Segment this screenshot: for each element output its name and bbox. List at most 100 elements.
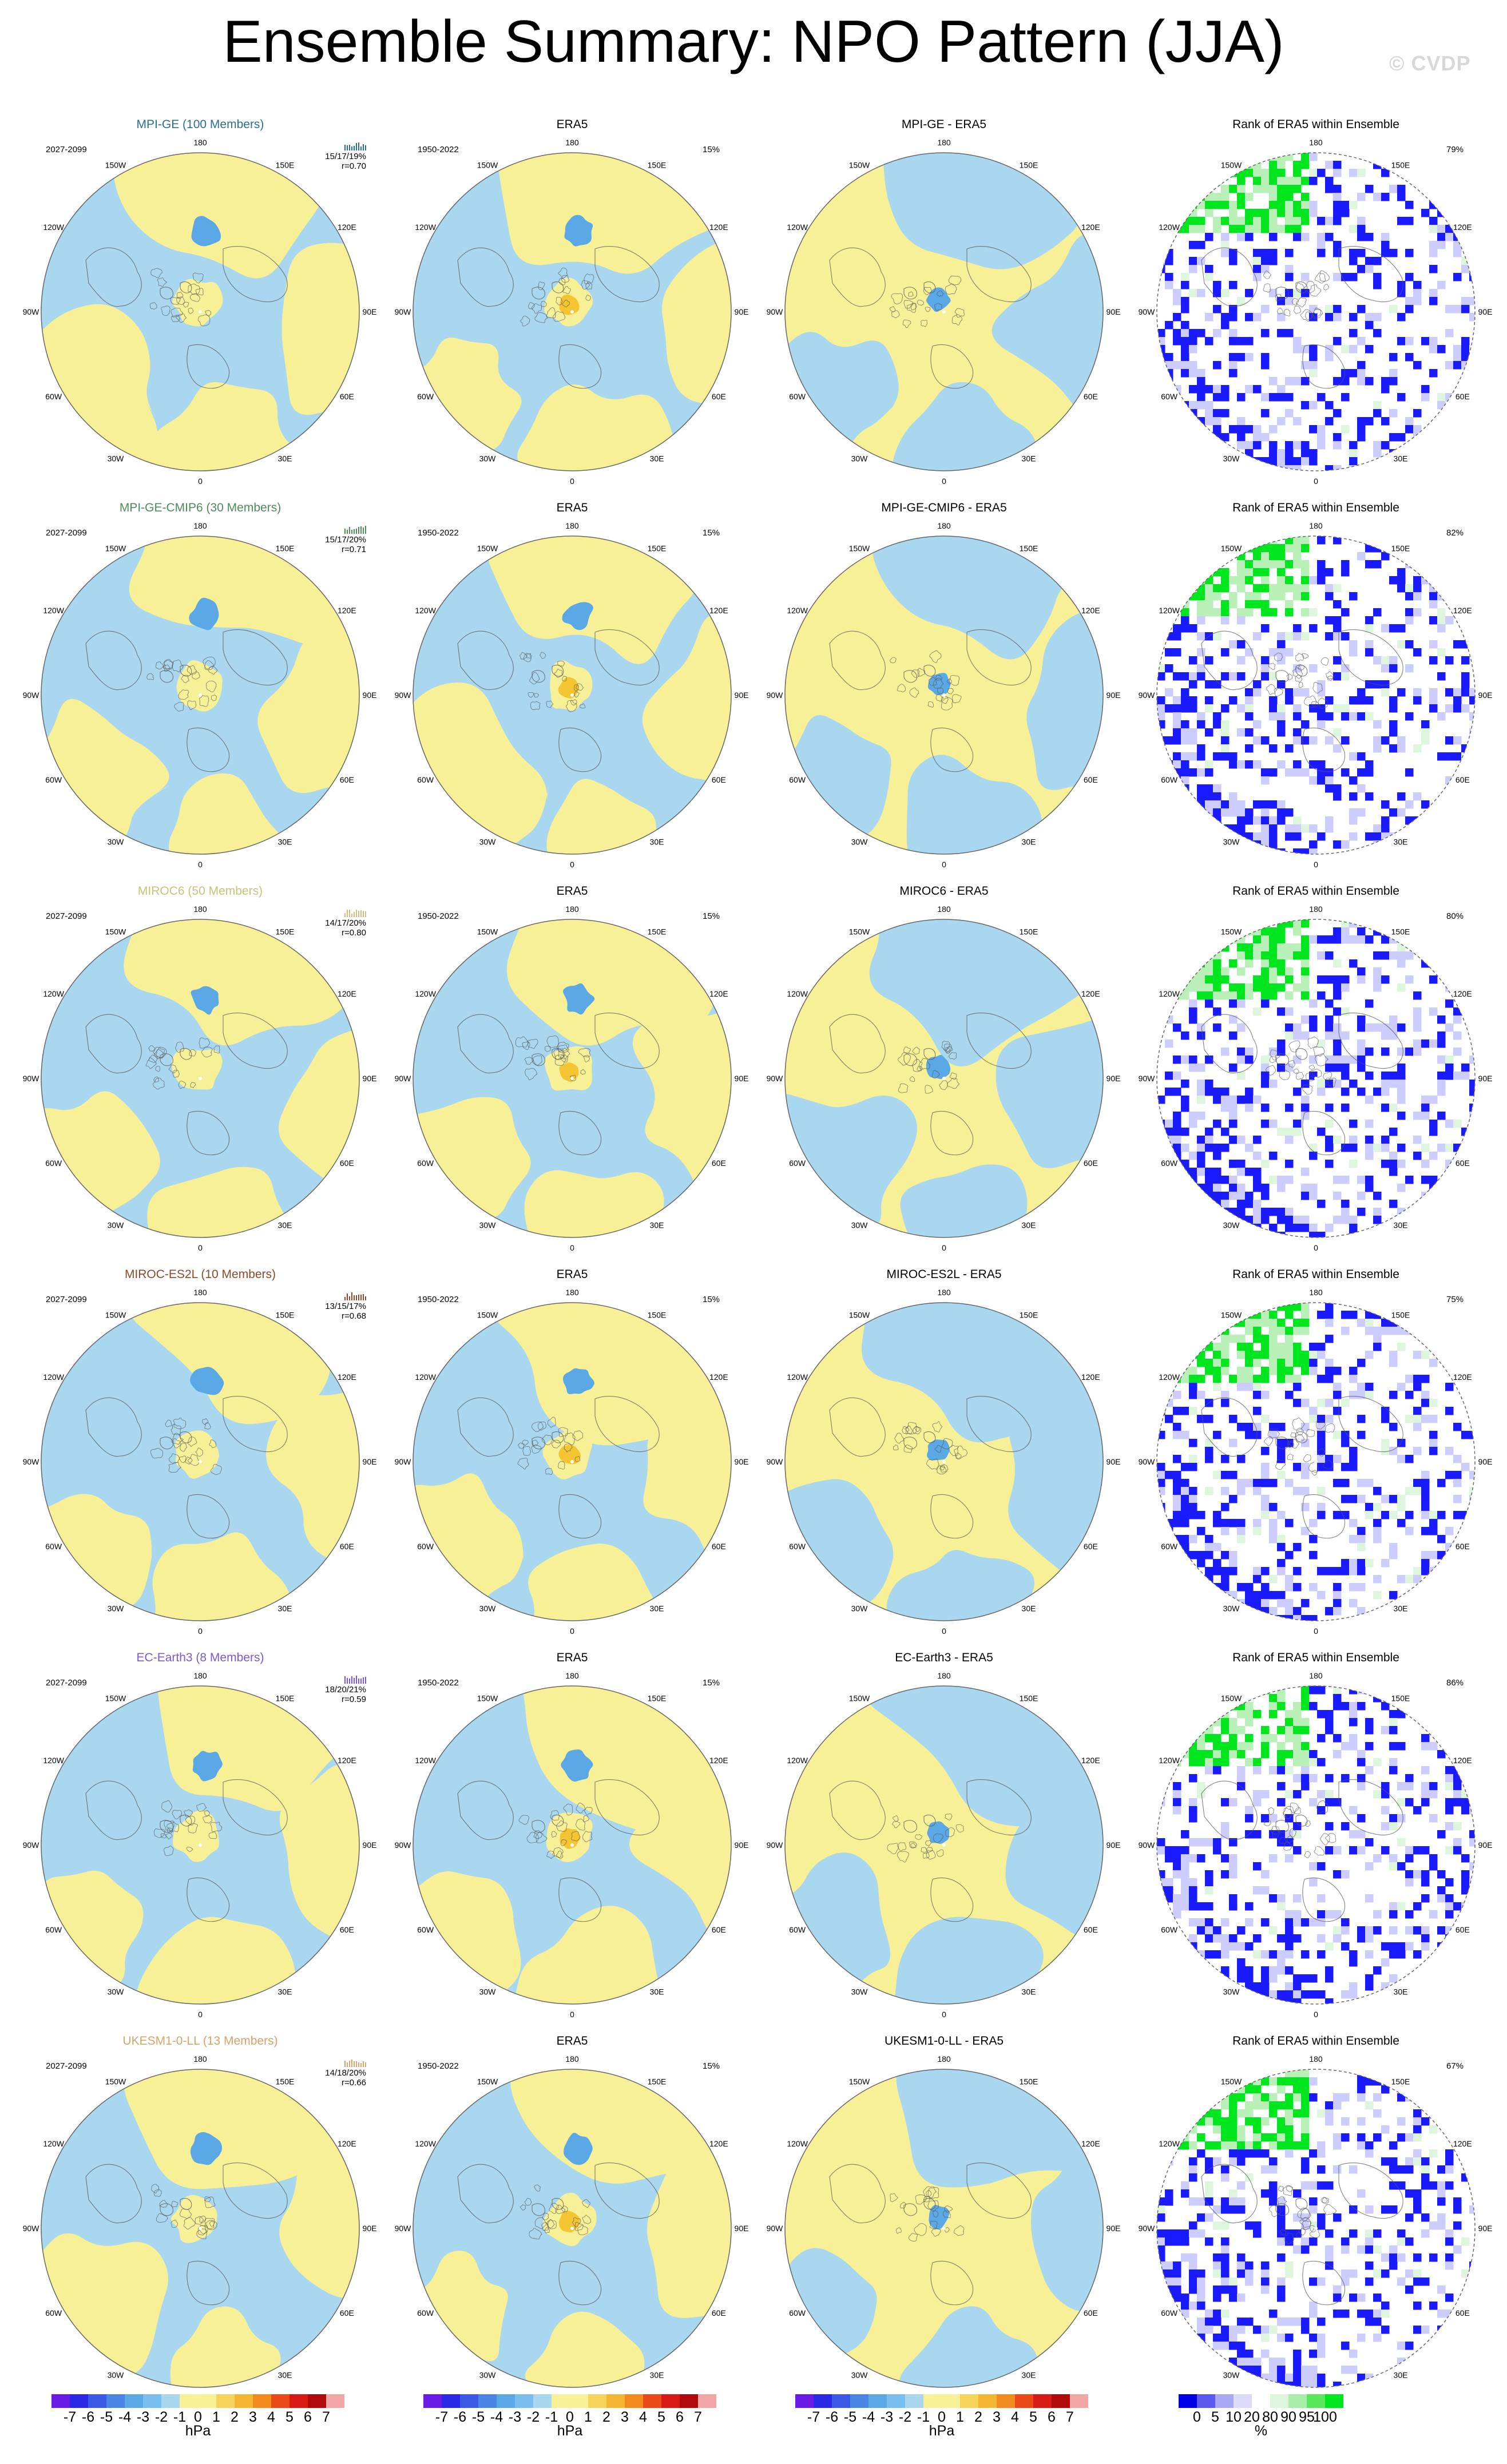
lon-label-150e: 150E <box>1391 161 1410 170</box>
lon-label-0: 0 <box>198 2010 203 2019</box>
rank-panel-3: 180 150E 120E 90E 60E 30E 0 30W 60W 90W 120W 150W Ra… <box>1133 1267 1499 1645</box>
lon-label-60e: 60E <box>712 775 726 784</box>
lon-label-150e: 150E <box>648 544 667 553</box>
lon-label-60e: 60E <box>340 2308 354 2318</box>
lon-label-180: 180 <box>565 904 579 914</box>
lon-label-30e: 30E <box>278 2370 292 2379</box>
tick-label: -5 <box>100 2409 113 2425</box>
member-spread-bars <box>309 526 366 534</box>
colorbar-rank-unit: % <box>1254 2423 1268 2439</box>
lon-label-30w: 30W <box>479 1987 497 1996</box>
diff-panel-5: 180150E120E90E60E30E030W60W90W120W150WUK… <box>761 2034 1127 2411</box>
lon-label-90e: 90E <box>1478 1840 1493 1850</box>
lon-label-0: 0 <box>1314 1243 1318 1252</box>
lon-label-90e: 90E <box>363 2224 377 2233</box>
lon-label-30e: 30E <box>650 454 664 463</box>
lon-label-120e: 120E <box>1453 606 1472 615</box>
lon-label-0: 0 <box>1314 1626 1318 1636</box>
lon-label-30w: 30W <box>108 2370 125 2379</box>
lon-label-120w: 120W <box>43 223 64 232</box>
lon-label-30w: 30W <box>851 1604 868 1613</box>
lon-label-30w: 30W <box>851 1987 868 1996</box>
tick-label: -6 <box>81 2409 95 2425</box>
model-period: 2027-2099 <box>46 2061 87 2071</box>
lon-label-90w: 90W <box>23 1074 40 1083</box>
colorbar-hpa-model-ticks: -7 -6 -5 -4 -3 -2 -1 0 1 2 3 4 5 6 7 <box>51 2408 344 2425</box>
lon-label-90w: 90W <box>767 1074 784 1083</box>
lon-label-0: 0 <box>198 1243 203 1252</box>
obs-period: 1950-2022 <box>418 1678 459 1688</box>
obs-period: 1950-2022 <box>418 1295 459 1304</box>
lon-label-60e: 60E <box>712 2308 726 2318</box>
lon-label-180: 180 <box>1309 521 1323 530</box>
lon-label-120w: 120W <box>415 1372 436 1382</box>
colorbar-hpa-diff-swatches <box>795 2394 1088 2408</box>
rank-pct: 80% <box>1446 911 1464 921</box>
lon-label-0: 0 <box>1314 860 1318 869</box>
tick-label: 7 <box>322 2409 330 2425</box>
lon-label-150w: 150W <box>849 927 870 937</box>
lon-label-120e: 120E <box>338 989 356 998</box>
tick-label: -1 <box>545 2409 558 2425</box>
lon-label-150e: 150E <box>648 2077 667 2086</box>
lon-label-120w: 120W <box>1159 989 1180 998</box>
lon-label-120e: 120E <box>338 606 356 615</box>
panel-title: UKESM1-0-LL - ERA5 <box>884 2034 1004 2048</box>
model-stats: 14/18/20% r=0.66 <box>309 2059 366 2088</box>
pattern-correlation: r=0.80 <box>342 928 366 938</box>
tick-label: 80 <box>1262 2409 1278 2425</box>
tick-label: 5 <box>285 2409 294 2425</box>
lon-label-150w: 150W <box>477 544 498 553</box>
lon-label-90e: 90E <box>1107 307 1121 316</box>
lon-label-90w: 90W <box>1139 691 1156 700</box>
diff-map-1: 180 150E 120E 90E 60E 30E 0 30W 60W 90W 120W 150W <box>767 521 1121 869</box>
tick-label: 20 <box>1244 2409 1260 2425</box>
tick-label: 100 <box>1313 2409 1337 2425</box>
lon-label-30e: 30E <box>650 1220 664 1229</box>
lon-label-90e: 90E <box>363 691 377 700</box>
obs-panel-3: 180 150E 120E 90E 60E 30E 0 30W 60W 90W 120W 150W ER… <box>389 1267 755 1645</box>
lon-label-90e: 90E <box>1107 1457 1121 1466</box>
lon-label-0: 0 <box>942 860 946 869</box>
lon-label-180: 180 <box>937 521 951 530</box>
lon-label-30w: 30W <box>1223 454 1240 463</box>
lon-label-120e: 120E <box>338 223 356 232</box>
lon-label-60w: 60W <box>1161 2308 1178 2318</box>
lon-label-150e: 150E <box>648 927 667 937</box>
lon-label-150e: 150E <box>276 1694 295 1703</box>
lon-label-90w: 90W <box>1139 307 1156 316</box>
model-pct-spread: 14/18/20% <box>325 2068 366 2078</box>
lon-label-150w: 150W <box>105 2077 126 2086</box>
tick-label: 0 <box>194 2409 202 2425</box>
lon-label-180: 180 <box>193 521 207 530</box>
rank-map-4: 180 150E 120E 90E 60E 30E 0 30W 60W 90W 120W 150W <box>1139 1671 1493 2019</box>
panel-title: MIROC6 - ERA5 <box>899 884 989 898</box>
tick-label: 4 <box>639 2409 647 2425</box>
lon-label-30e: 30E <box>1394 2370 1408 2379</box>
model-map-1: 180 150E 120E 90E 60E 30E 0 30W 60W 90W 120W 150W <box>23 521 377 869</box>
lon-label-60e: 60E <box>1084 1542 1098 1551</box>
member-spread-bars <box>309 1292 366 1300</box>
lon-label-180: 180 <box>1309 1671 1323 1680</box>
lon-label-120w: 120W <box>1159 606 1180 615</box>
pattern-correlation: r=0.71 <box>342 545 366 554</box>
lon-label-120e: 120E <box>1081 1756 1100 1765</box>
lon-label-0: 0 <box>570 860 574 869</box>
colorbar-hpa-obs-swatches <box>423 2394 716 2408</box>
lon-label-30w: 30W <box>108 1604 125 1613</box>
lon-label-60e: 60E <box>340 1925 354 1934</box>
obs-period: 1950-2022 <box>418 145 459 154</box>
lon-label-30w: 30W <box>851 1220 868 1229</box>
model-pct-spread: 14/17/20% <box>325 918 366 928</box>
lon-label-120e: 120E <box>709 1756 728 1765</box>
member-spread-bars <box>309 142 366 150</box>
lon-label-120e: 120E <box>1453 223 1472 232</box>
diff-map-0: 180 150E 120E 90E 60E 30E 0 30W 60W 90W 120W 150W <box>767 138 1121 486</box>
lon-label-150e: 150E <box>276 544 295 553</box>
tick-label: 4 <box>1011 2409 1019 2425</box>
lon-label-60e: 60E <box>712 1925 726 1934</box>
colorbar-hpa-diff: -7 -6 -5 -4 -3 -2 -1 0 1 2 3 4 5 6 7 hPa <box>795 2394 1088 2439</box>
diff-panel-2: 180 150E 120E 90E 60E 30E 0 30W 60W 90W 120W 150W MI… <box>761 884 1127 1261</box>
tick-label: 6 <box>676 2409 684 2425</box>
obs-panel-0: 180 150E 120E 90E 60E 30E 0 30W 60W 90W 120W 150W ER… <box>389 117 755 495</box>
